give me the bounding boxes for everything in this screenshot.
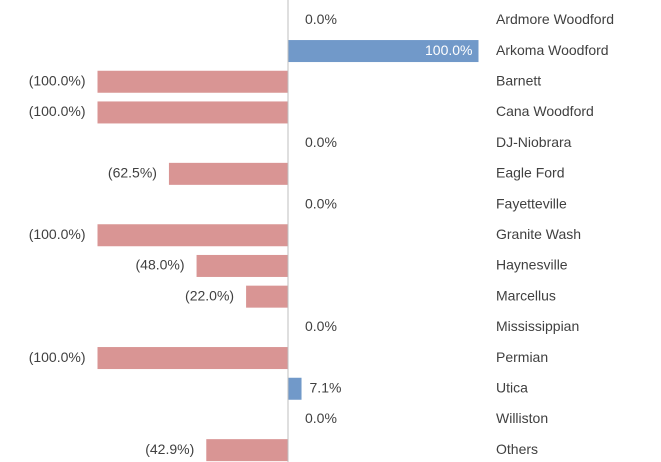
bar	[97, 224, 288, 247]
value-label: (42.9%)	[145, 441, 194, 457]
category-label: Others	[496, 441, 538, 457]
category-label: Granite Wash	[496, 226, 581, 242]
value-label: 0.0%	[305, 318, 337, 334]
bar	[246, 285, 288, 308]
category-label: Fayetteville	[496, 195, 567, 211]
value-label: 0.0%	[305, 410, 337, 426]
value-label: (100.0%)	[29, 103, 86, 119]
value-label: (22.0%)	[185, 287, 234, 303]
category-label: Cana Woodford	[496, 103, 594, 119]
category-label: Barnett	[496, 72, 541, 88]
category-label: Marcellus	[496, 287, 556, 303]
bar	[206, 439, 288, 462]
value-label: 0.0%	[305, 134, 337, 150]
value-label: (100.0%)	[29, 349, 86, 365]
bar	[97, 70, 288, 93]
value-label: (100.0%)	[29, 72, 86, 88]
category-label: Ardmore Woodford	[496, 11, 614, 27]
value-label: 0.0%	[305, 11, 337, 27]
value-label: 7.1%	[310, 379, 342, 395]
bar	[288, 377, 302, 400]
bar	[168, 162, 288, 185]
category-label: Haynesville	[496, 257, 568, 273]
value-label: 100.0%	[425, 42, 472, 58]
bar	[196, 254, 288, 277]
category-label: Williston	[496, 410, 548, 426]
bar	[97, 101, 288, 124]
category-label: Permian	[496, 349, 548, 365]
value-label: 0.0%	[305, 195, 337, 211]
category-label: Eagle Ford	[496, 165, 564, 181]
value-label: (62.5%)	[108, 165, 157, 181]
bar	[288, 40, 479, 63]
category-label: Utica	[496, 379, 528, 395]
category-label: Arkoma Woodford	[496, 42, 609, 58]
category-label: DJ-Niobrara	[496, 134, 572, 150]
bar	[97, 347, 288, 370]
value-label: (48.0%)	[136, 257, 185, 273]
category-label: Mississippian	[496, 318, 579, 334]
value-label: (100.0%)	[29, 226, 86, 242]
